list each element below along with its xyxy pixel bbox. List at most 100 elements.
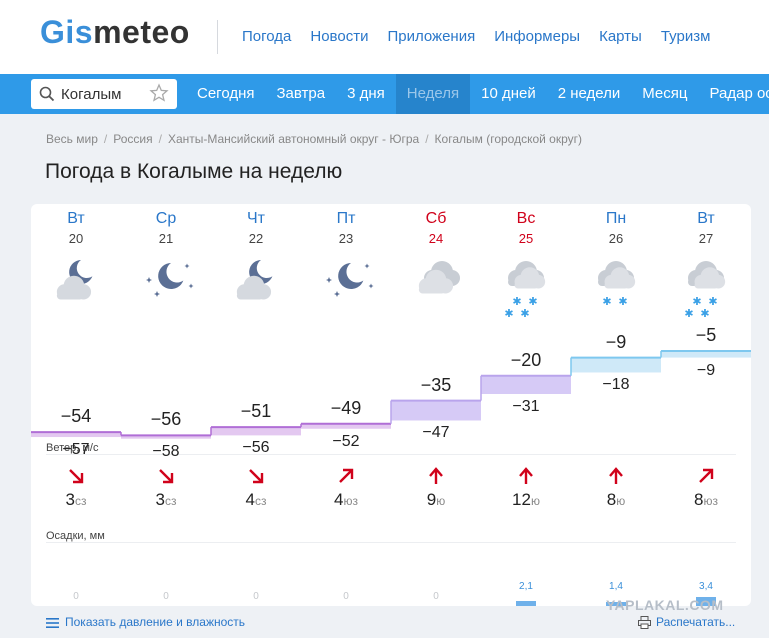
temp-max: −49	[330, 397, 362, 418]
svg-text:✱: ✱	[504, 307, 513, 320]
weekly-forecast-card: Ветер, м/с Осадки, мм Вт 20 3сз 0 Ср 21 3сз 0 Чт…	[31, 204, 751, 606]
arrow-down-right-icon	[249, 469, 264, 484]
precip-bar	[696, 597, 716, 606]
tab-month[interactable]: Месяц	[642, 85, 688, 102]
svg-text:✱: ✱	[512, 295, 521, 308]
night-moon-cloud-icon	[56, 260, 93, 300]
nav-link-news[interactable]: Новости	[310, 28, 369, 45]
weekday-label: Ср	[155, 210, 177, 227]
breadcrumb-russia[interactable]: Россия	[113, 132, 153, 146]
temp-min: −57	[62, 441, 90, 459]
gismeteo-logo[interactable]: Gismeteo	[40, 14, 190, 51]
temp-max: −20	[510, 349, 542, 370]
tab-today[interactable]: Сегодня	[197, 85, 255, 102]
print-link[interactable]: Распечатать...	[638, 615, 735, 630]
wind-speed: 4	[245, 490, 255, 509]
precip-value: 0	[253, 591, 259, 602]
weekday-label: Чт	[247, 210, 265, 227]
breadcrumb-region[interactable]: Ханты-Мансийский автономный округ - Югра	[167, 132, 420, 146]
svg-text:✱: ✱	[692, 295, 701, 308]
temp-max: −54	[60, 406, 92, 427]
temp-min: −56	[242, 439, 270, 457]
temp-max: −51	[240, 401, 272, 422]
show-pressure-humidity-link[interactable]: Показать давление и влажность	[46, 615, 245, 629]
breadcrumb-world[interactable]: Весь мир	[46, 132, 98, 146]
night-moon-stars-icon	[326, 263, 374, 297]
tab-radar[interactable]: Радар оса	[709, 85, 769, 102]
day-header[interactable]: Пт 23	[301, 210, 391, 246]
temp-max: −9	[605, 331, 627, 352]
temp-max: −5	[695, 324, 717, 345]
tab-week[interactable]: Неделя	[395, 74, 471, 114]
wind-cell: 4юз	[301, 466, 391, 510]
tab-10-days[interactable]: 10 дней	[481, 85, 536, 102]
city-search-input[interactable]: Когалым	[31, 79, 177, 109]
show-more-label: Показать давление и влажность	[65, 615, 246, 629]
wind-direction: юз	[703, 494, 718, 508]
svg-text:✱: ✱	[528, 295, 537, 308]
temp-band	[211, 427, 301, 436]
day-header[interactable]: Вт 20	[31, 210, 121, 246]
day-header[interactable]: Сб 24	[391, 210, 481, 246]
svg-text:✱: ✱	[520, 307, 529, 320]
day-header[interactable]: Вс 25	[481, 210, 571, 246]
arrow-down-right-icon	[159, 469, 174, 484]
date-label: 25	[518, 231, 534, 246]
wind-cell: 12ю	[481, 466, 571, 510]
wind-cell: 4сз	[211, 466, 301, 510]
temp-band	[391, 400, 481, 421]
wind-speed: 9	[426, 490, 437, 509]
search-icon	[39, 86, 55, 102]
precip-bar	[606, 602, 626, 606]
wind-direction: ю	[616, 494, 626, 508]
precip-value: 0	[73, 591, 79, 602]
day-header[interactable]: Пн 26	[571, 210, 661, 246]
weekday-label: Вт	[67, 210, 85, 227]
day-header[interactable]: Ср 21	[121, 210, 211, 246]
nav-link-maps[interactable]: Карты	[599, 28, 642, 45]
temp-min: −47	[422, 424, 450, 442]
header-divider	[217, 20, 218, 54]
date-label: 23	[338, 231, 354, 246]
nav-link-weather[interactable]: Погода	[242, 28, 292, 45]
breadcrumb-district[interactable]: Когалым (городской округ)	[434, 132, 583, 146]
tab-2-weeks[interactable]: 2 недели	[557, 85, 621, 102]
precip-bar	[516, 601, 536, 606]
favorite-star-icon[interactable]	[149, 83, 169, 103]
forecast-tab-bar: Когалым Сегодня Завтра 3 дня Неделя 10 д…	[0, 74, 769, 114]
wind-speed: 12	[512, 490, 531, 509]
nav-link-informers[interactable]: Информеры	[494, 28, 581, 45]
nav-link-apps[interactable]: Приложения	[387, 28, 476, 45]
wind-cell: 3сз	[31, 466, 121, 510]
precip-value: 1,4	[609, 581, 623, 592]
day-header[interactable]: Чт 22	[211, 210, 301, 246]
weekday-label: Вс	[516, 210, 536, 227]
svg-text:✱: ✱	[602, 295, 611, 308]
wind-speed-line: 4юз	[301, 490, 391, 510]
wind-speed: 8	[694, 490, 704, 509]
temp-band	[121, 435, 211, 439]
cloud-heavy-snow-icon: ✱ ✱✱ ✱	[684, 261, 726, 320]
site-header: Gismeteo Погода Новости Приложения Инфор…	[0, 0, 769, 74]
temp-min: −52	[332, 432, 360, 450]
nav-link-tourism[interactable]: Туризм	[660, 28, 711, 45]
temp-min: −9	[696, 361, 716, 379]
date-label: 20	[68, 231, 84, 246]
period-tabs: Сегодня Завтра 3 дня Неделя 10 дней 2 не…	[186, 74, 769, 114]
precip-row-label: Осадки, мм	[46, 530, 105, 542]
temperature-graph	[31, 349, 751, 439]
wind-speed: 8	[606, 490, 617, 509]
day-header[interactable]: Вт 27	[661, 210, 751, 246]
temp-band	[661, 350, 751, 358]
watermark: YAPLAKAL.COM	[606, 597, 724, 613]
tab-tomorrow[interactable]: Завтра	[276, 85, 326, 102]
tab-3-days[interactable]: 3 дня	[347, 85, 385, 102]
weekday-label: Пт	[336, 210, 356, 227]
wind-direction: ю	[530, 494, 540, 508]
wind-row-label: Ветер, м/с	[46, 442, 99, 454]
svg-text:✱: ✱	[700, 307, 709, 320]
search-value: Когалым	[61, 86, 122, 103]
precip-value: 0	[433, 591, 439, 602]
wind-speed-line: 4сз	[211, 490, 301, 510]
wind-cell: 3сз	[121, 466, 211, 510]
